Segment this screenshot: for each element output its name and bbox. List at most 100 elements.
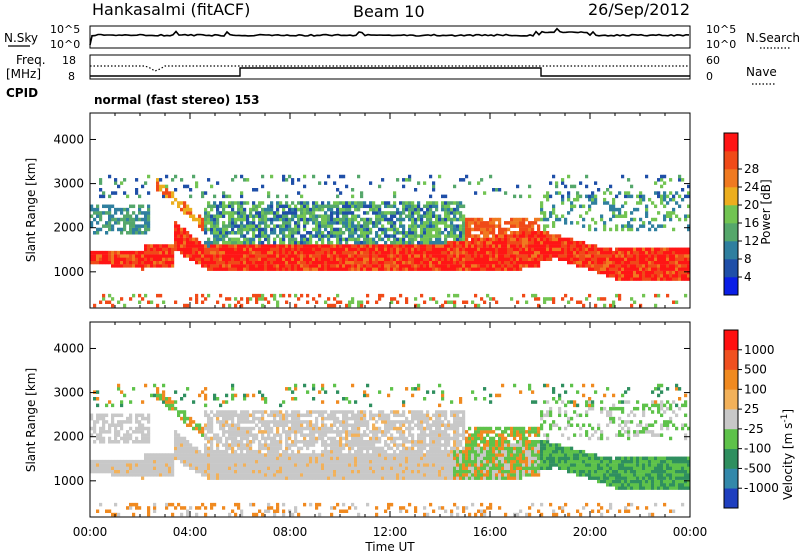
heatmap-cell — [165, 261, 168, 265]
heatmap-cell — [210, 231, 213, 235]
heatmap-cell — [348, 473, 351, 477]
heatmap-cell — [144, 261, 147, 265]
heatmap-cell — [252, 214, 255, 218]
heatmap-cell — [207, 447, 210, 451]
heatmap-cell — [294, 208, 297, 212]
heatmap-cell — [234, 460, 237, 464]
heatmap-cell — [429, 208, 432, 212]
heatmap-cell — [348, 304, 351, 308]
heatmap-cell — [273, 453, 276, 457]
heatmap-cell — [333, 476, 336, 480]
heatmap-cell — [423, 248, 426, 252]
heatmap-cell — [219, 228, 222, 232]
heatmap-cell — [438, 264, 441, 268]
heatmap-cell — [261, 394, 264, 398]
heatmap-cell — [639, 191, 642, 195]
heatmap-cell — [429, 214, 432, 218]
heatmap-cell — [306, 238, 309, 242]
heatmap-cell — [135, 473, 138, 477]
heatmap-cell — [381, 267, 384, 271]
heatmap-cell — [93, 211, 96, 215]
heatmap-cell — [120, 427, 123, 431]
heatmap-cell — [501, 244, 504, 248]
heatmap-cell — [564, 218, 567, 222]
heatmap-cell — [267, 267, 270, 271]
heatmap-cell — [216, 420, 219, 424]
heatmap-cell — [564, 238, 567, 242]
heatmap-cell — [231, 460, 234, 464]
heatmap-cell — [330, 254, 333, 258]
heatmap-cell — [303, 460, 306, 464]
heatmap-cell — [336, 400, 339, 404]
heatmap-cell — [366, 420, 369, 424]
heatmap-cell — [171, 254, 174, 258]
heatmap-cell — [564, 254, 567, 258]
heatmap-cell — [495, 244, 498, 248]
heatmap-cell — [504, 241, 507, 245]
heatmap-cell — [483, 267, 486, 271]
heatmap-cell — [300, 447, 303, 451]
heatmap-cell — [393, 251, 396, 255]
heatmap-cell — [366, 427, 369, 431]
heatmap-cell — [261, 476, 264, 480]
heatmap-cell — [408, 257, 411, 261]
heatmap-cell — [135, 417, 138, 421]
heatmap-cell — [300, 254, 303, 258]
heatmap-cell — [330, 264, 333, 268]
heatmap-cell — [564, 241, 567, 245]
heatmap-cell — [357, 201, 360, 205]
heatmap-cell — [318, 453, 321, 457]
heatmap-cell — [438, 248, 441, 252]
heatmap-cell — [330, 248, 333, 252]
heatmap-cell — [330, 470, 333, 474]
heatmap-cell — [489, 241, 492, 245]
heatmap-cell — [207, 241, 210, 245]
heatmap-cell — [489, 264, 492, 268]
heatmap-cell — [201, 191, 204, 195]
heatmap-cell — [180, 437, 183, 441]
heatmap-cell — [159, 251, 162, 255]
heatmap-cell — [300, 244, 303, 248]
heatmap-cell — [675, 201, 678, 205]
heatmap-cell — [351, 473, 354, 477]
heatmap-cell — [567, 301, 570, 305]
heatmap-cell — [147, 440, 150, 444]
heatmap-cell — [543, 251, 546, 255]
heatmap-cell — [102, 251, 105, 255]
heatmap-cell — [111, 440, 114, 444]
heatmap-cell — [480, 257, 483, 261]
heatmap-cell — [324, 450, 327, 454]
heatmap-cell — [255, 188, 258, 192]
heatmap-cell — [426, 257, 429, 261]
heatmap-cell — [543, 214, 546, 218]
heatmap-cell — [402, 205, 405, 209]
heatmap-cell — [276, 420, 279, 424]
heatmap-cell — [333, 417, 336, 421]
heatmap-cell — [579, 261, 582, 265]
heatmap-cell — [210, 267, 213, 271]
heatmap-cell — [339, 254, 342, 258]
heatmap-cell — [597, 271, 600, 275]
heatmap-cell — [633, 274, 636, 278]
heatmap-cell — [513, 218, 516, 222]
heatmap-cell — [663, 175, 666, 179]
heatmap-cell — [144, 294, 147, 298]
heatmap-cell — [312, 297, 315, 301]
heatmap-cell — [420, 208, 423, 212]
heatmap-cell — [369, 221, 372, 225]
heatmap-cell — [408, 251, 411, 255]
heatmap-cell — [216, 205, 219, 209]
heatmap-cell — [210, 447, 213, 451]
heatmap-cell — [366, 463, 369, 467]
heatmap-cell — [333, 463, 336, 467]
heatmap-cell — [279, 404, 282, 408]
heatmap-cell — [138, 195, 141, 199]
heatmap-cell — [675, 261, 678, 265]
heatmap-cell — [120, 460, 123, 464]
heatmap-cell — [174, 238, 177, 242]
heatmap-cell — [222, 208, 225, 212]
heatmap-cell — [249, 420, 252, 424]
heatmap-cell — [648, 264, 651, 268]
heatmap-cell — [270, 506, 273, 510]
heatmap-cell — [543, 218, 546, 222]
